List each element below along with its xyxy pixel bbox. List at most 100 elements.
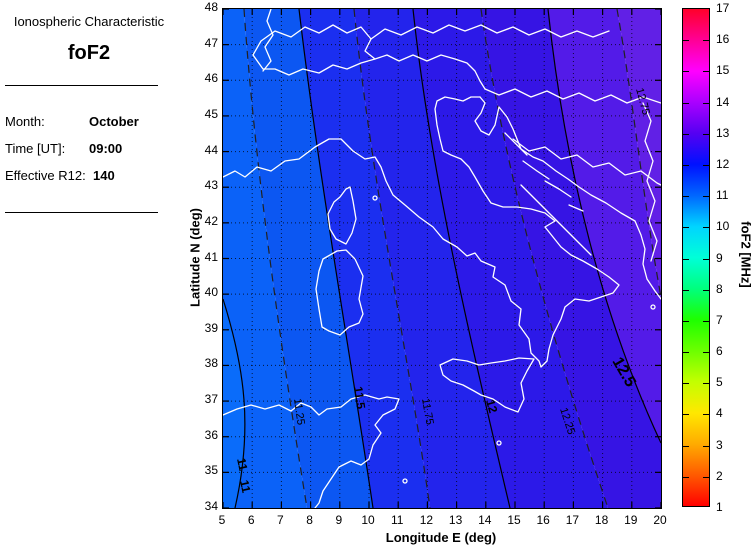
contour-line-12 [412,9,511,508]
x-tick-label-8: 8 [306,513,313,527]
island-krk-cres [504,132,528,156]
contour-line-11 [223,298,246,508]
colorbar-tick-4 [703,414,709,416]
grid-lines [223,9,661,508]
x-tick-label-7: 7 [277,513,284,527]
coastlines [223,9,661,508]
contour-map-plot: 11 11 11.25 11.5 11.75 12 12.25 12.5 12.75 [222,8,662,509]
month-row: Month: October [5,114,215,129]
contour-lines [223,9,661,508]
info-panel: Ionospheric Characteristic foF2 Month: O… [0,0,220,551]
x-tick-label-18: 18 [594,513,609,527]
colorbar-tick-6 [703,352,709,354]
contour-label-11: 11 [234,457,250,473]
divider-bottom [5,212,158,213]
colorbar-tick-label-7: 7 [716,312,723,327]
time-label: Time [UT]: [5,141,66,156]
contour-label-11.75: 11.75 [419,397,435,425]
border-austria-north [370,24,610,40]
island-elba [372,195,378,201]
coast-istria-balkans [474,96,661,300]
contour-label-11.25: 11.25 [291,398,307,426]
island-brac-hvar [544,180,572,198]
band-11.5-11.75 [299,9,430,508]
x-tick-label-11: 11 [390,513,404,527]
colorbar-tick-label-4: 4 [716,406,723,421]
colorbar-tick-label-16: 16 [716,32,730,47]
colorbar-tick-label-13: 13 [716,125,730,140]
border-france-italy [262,9,274,72]
divider-top [5,85,158,86]
x-tick-label-6: 6 [247,513,255,527]
island-dugi [522,160,550,180]
colorbar-tick-7 [683,320,689,322]
island-corsica [327,186,357,245]
y-tick-label-34: 34 [204,499,218,513]
y-tick-label-44: 44 [204,142,218,157]
border-alps-austria [374,54,486,90]
r12-value: 140 [93,168,115,183]
x-tick-label-13: 13 [448,513,463,527]
band-11.25-11.5 [244,9,373,508]
colorbar-tick-7 [703,320,709,322]
colorbar-tick-11 [703,196,709,198]
colorbar-tick-2 [703,476,709,478]
y-tick-label-36: 36 [204,427,218,442]
colorbar-tick-10 [703,227,709,229]
r12-label: Effective R12: [5,168,86,183]
island-corfu [650,304,656,310]
colorbar-tick-16 [703,40,709,42]
x-tick-label-16: 16 [536,513,550,527]
colorbar-tick-label-10: 10 [716,219,730,234]
contour-line-12.75 [616,9,661,298]
y-tick-label-38: 38 [204,356,218,371]
colorbar-tick-14 [703,102,709,104]
panel-title: Ionospheric Characteristic [13,14,165,29]
contour-label-11.5: 11.5 [351,385,368,410]
y-tick-label-42: 42 [204,213,218,228]
y-tick-label-43: 43 [204,178,218,193]
month-value: October [89,114,139,129]
contour-label-12: 12 [483,398,500,415]
colorbar-tick-15 [683,71,689,73]
border-bosnia [512,138,661,186]
colorbar-tick-label-15: 15 [716,63,730,78]
island-pantelleria [402,478,408,484]
colorbar-tick-label-3: 3 [716,437,723,452]
contour-line-12.5 [547,9,661,444]
coast-north-africa [223,394,400,508]
band-<=11.0 [223,299,245,508]
y-tick-label-39: 39 [204,320,218,335]
colorbar-tick-9 [703,258,709,260]
colorbar-tick-label-1: 1 [716,500,723,514]
colorbar-tick-11 [683,196,689,198]
coast-italy-west [223,96,620,368]
colorbar-tick-10 [683,227,689,229]
colorbar-tick-label-9: 9 [716,250,723,265]
colorbar-tick-5 [703,383,709,385]
colorbar-tick-label-8: 8 [716,281,723,296]
time-value: 09:00 [89,141,123,156]
colorbar-tick-3 [683,445,689,447]
band-12.0-12.25 [413,9,608,508]
y-tick-label-46: 46 [204,71,218,86]
x-tick-label-19: 19 [624,513,638,527]
y-tick-label-45: 45 [204,106,218,121]
border-serbia [642,102,658,262]
x-tick-label-9: 9 [335,513,343,527]
band-11.75-12.0 [354,9,510,508]
characteristic-name: foF2 [67,42,111,64]
y-tick-label-35: 35 [204,463,218,478]
y-tick-label-40: 40 [204,285,218,300]
colorbar-tick-8 [683,289,689,291]
colorbar-tick-3 [703,445,709,447]
colorbar-tick-12 [683,164,689,166]
contour-fill-bands [223,9,661,508]
colorbar-tick-2 [683,476,689,478]
colorbar-tick-13 [683,133,689,135]
colorbar-tick-label-17: 17 [716,1,730,15]
colorbar-tick-label-14: 14 [716,94,730,109]
y-tick-label-41: 41 [204,249,218,264]
